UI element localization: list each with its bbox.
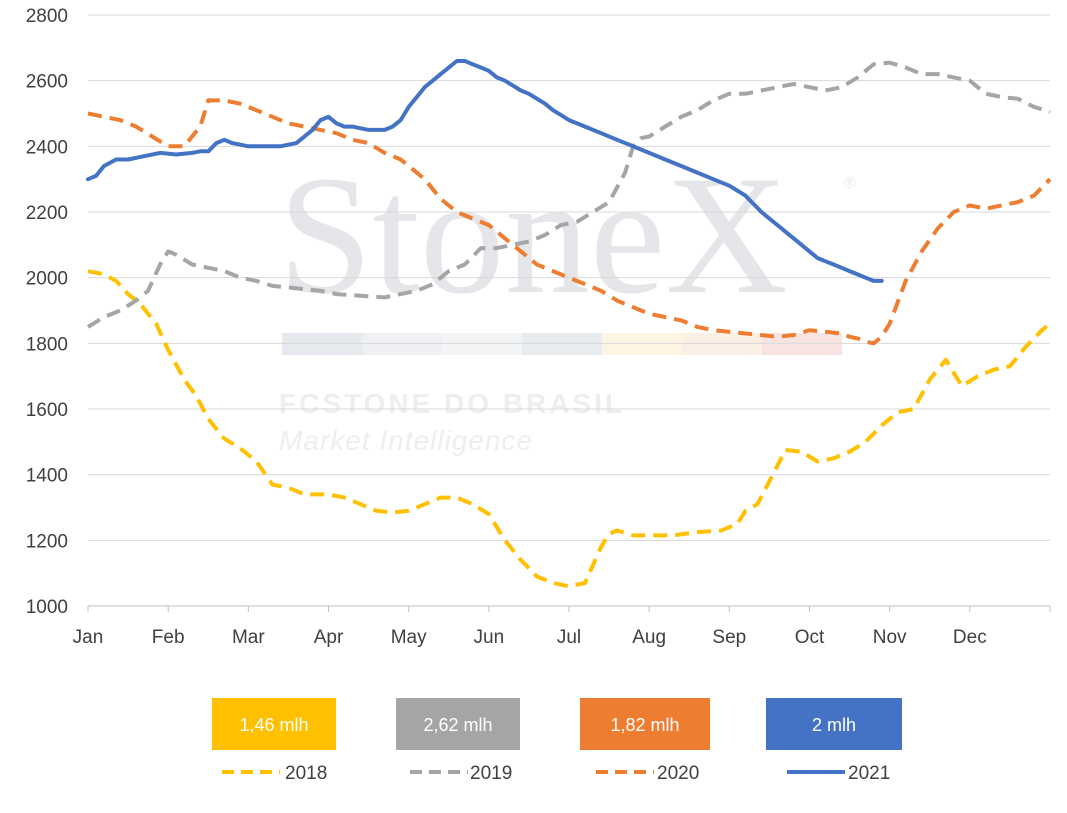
x-tick-label: Jul <box>557 627 581 648</box>
legend: 1,46 mlh 2018 2,62 mlh 2019 1,82 mlh 2020 2 ml… <box>212 698 902 784</box>
y-tick-label: 1400 <box>26 466 68 487</box>
y-tick-label: 1600 <box>26 400 68 421</box>
series-line-2018 <box>87 269 1052 589</box>
value-box-label: 1,46 mlh <box>239 715 308 735</box>
value-box-label: 2,62 mlh <box>423 715 492 735</box>
value-box-2019 <box>396 698 520 750</box>
series-line-2021 <box>86 59 884 283</box>
value-box-2021 <box>766 698 902 750</box>
x-tick-label: Oct <box>795 627 825 648</box>
x-tick-label: Mar <box>232 627 265 648</box>
watermark-color-strip <box>282 333 842 355</box>
series-lines <box>86 59 1052 589</box>
y-tick-label: 2800 <box>26 6 68 27</box>
legend-label: 2018 <box>285 763 327 784</box>
x-tick-label: Sep <box>712 627 746 648</box>
y-tick-label: 2600 <box>26 72 68 93</box>
legend-label: 2021 <box>848 763 890 784</box>
x-tick-label: Nov <box>873 627 907 648</box>
x-tick-label: Aug <box>632 627 666 648</box>
y-tick-label: 2200 <box>26 203 68 224</box>
y-tick-label: 1800 <box>26 334 68 355</box>
y-tick-label: 1000 <box>26 597 68 618</box>
x-tick-label: Apr <box>314 627 344 648</box>
y-tick-label: 2400 <box>26 137 68 158</box>
value-box-2018 <box>212 698 336 750</box>
value-box-label: 2 mlh <box>812 715 856 735</box>
y-tick-label: 2000 <box>26 269 68 290</box>
gridlines <box>88 14 1050 541</box>
axes: 1000 1200 1400 1600 1800 2000 2200 2400 2600 2800… <box>26 6 1051 648</box>
series-line-2019 <box>86 60 1051 329</box>
legend-label: 2019 <box>470 763 512 784</box>
y-tick-label: 1200 <box>26 531 68 552</box>
legend-label: 2020 <box>657 763 699 784</box>
watermark-brand: StoneX <box>278 141 788 329</box>
x-tick-label: Feb <box>152 627 185 648</box>
value-box-label: 1,82 mlh <box>610 715 679 735</box>
watermark-tagline: Market Intelligence <box>279 425 533 456</box>
watermark-registered-mark: ® <box>844 175 856 192</box>
value-box-2020 <box>580 698 710 750</box>
x-tick-label: Jan <box>73 627 104 648</box>
x-tick-label: Dec <box>953 627 987 648</box>
x-tick-label: Jun <box>474 627 505 648</box>
x-tick-label: May <box>391 627 427 648</box>
watermark-company: FCSTONE DO BRASIL <box>279 388 625 419</box>
series-line-2020 <box>87 98 1052 346</box>
